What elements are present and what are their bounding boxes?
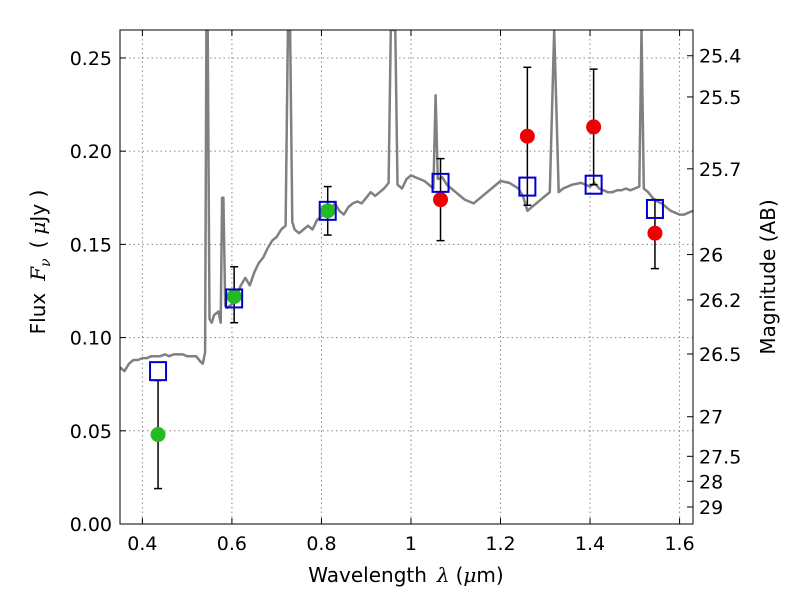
magnitude-axis-label: Magnitude (AB) xyxy=(756,199,780,354)
magnitude-tick-label: 28 xyxy=(699,471,723,493)
x-tick-label: 1.2 xyxy=(485,533,515,555)
x-label-unit-mu: μ xyxy=(463,563,476,587)
model-flux-square xyxy=(645,198,664,219)
x-tick-label: 0.6 xyxy=(217,533,247,555)
y-tick-label: 0.10 xyxy=(70,328,112,350)
observed-point-green xyxy=(150,427,166,443)
magnitude-tick-label: 26.5 xyxy=(699,344,741,366)
x-axis-ticks: 0.4 0.6 0.8 1 1.2 1.4 1.6 xyxy=(127,30,695,555)
x-tick-label: 1 xyxy=(405,533,417,555)
model-flux-square xyxy=(584,174,603,195)
sed-model-curve xyxy=(120,30,693,373)
y-tick-label: 0.25 xyxy=(70,48,112,70)
y-label-unit-open: ( xyxy=(26,241,50,249)
magnitude-tick-label: 25.5 xyxy=(699,87,741,109)
y-axis-ticks: 0.00 0.05 0.10 0.15 0.20 0.25 xyxy=(70,48,126,536)
x-label-unit-open: ( xyxy=(456,563,464,587)
observed-point-green xyxy=(226,289,242,305)
x-tick-label: 0.4 xyxy=(127,533,157,555)
x-tick-label: 0.8 xyxy=(306,533,336,555)
magnitude-tick-label: 26 xyxy=(699,245,723,267)
observed-point-green xyxy=(320,203,336,219)
y-tick-label: 0.15 xyxy=(70,234,112,256)
magnitude-tick-label: 26.2 xyxy=(699,290,741,312)
x-tick-label: 1.6 xyxy=(664,533,694,555)
x-tick-label: 1.4 xyxy=(575,533,605,555)
plot-frame xyxy=(119,29,694,525)
x-axis-label: Wavelength λ (μm) xyxy=(308,563,503,587)
x-label-unit-rest: m) xyxy=(476,563,503,587)
magnitude-tick-label: 27.5 xyxy=(699,446,741,468)
y-tick-label: 0.05 xyxy=(70,421,112,443)
y-label-prefix: Flux xyxy=(26,293,50,335)
model-flux-square xyxy=(225,288,244,309)
x-label-prefix: Wavelength xyxy=(308,563,427,587)
sed-line xyxy=(120,30,693,373)
observed-points xyxy=(150,119,663,443)
y-tick-label: 0.20 xyxy=(70,141,112,163)
magnitude-tick-label: 29 xyxy=(699,497,723,519)
model-flux-square xyxy=(431,172,450,193)
model-flux-square xyxy=(518,176,537,197)
magnitude-tick-label: 25.4 xyxy=(699,46,741,68)
y-tick-label: 0.00 xyxy=(70,514,112,536)
y-label-symbol: F xyxy=(26,266,50,282)
observed-point-red xyxy=(519,128,535,144)
model-flux-square xyxy=(318,200,337,221)
x-label-symbol: λ xyxy=(436,563,450,587)
y-label-symbol-sub: ν xyxy=(38,258,54,267)
observed-point-red xyxy=(433,192,449,208)
y-label-unit-rest: Jy ) xyxy=(26,190,50,224)
magnitude-axis-ticks: 25.4 25.5 25.7 26 26.2 26.5 27 27.5 28 29 xyxy=(687,46,741,519)
magnitude-tick-label: 25.7 xyxy=(699,159,741,181)
model-flux-markers xyxy=(149,172,664,382)
y-label-unit-mu: μ xyxy=(26,222,50,235)
observed-point-red xyxy=(647,225,663,241)
magnitude-tick-label: 27 xyxy=(699,407,723,429)
y-axis-label: Flux Fν ( μJy ) xyxy=(26,190,54,335)
model-flux-square xyxy=(149,361,168,382)
plot-background xyxy=(120,30,693,524)
observed-point-red xyxy=(586,119,602,135)
